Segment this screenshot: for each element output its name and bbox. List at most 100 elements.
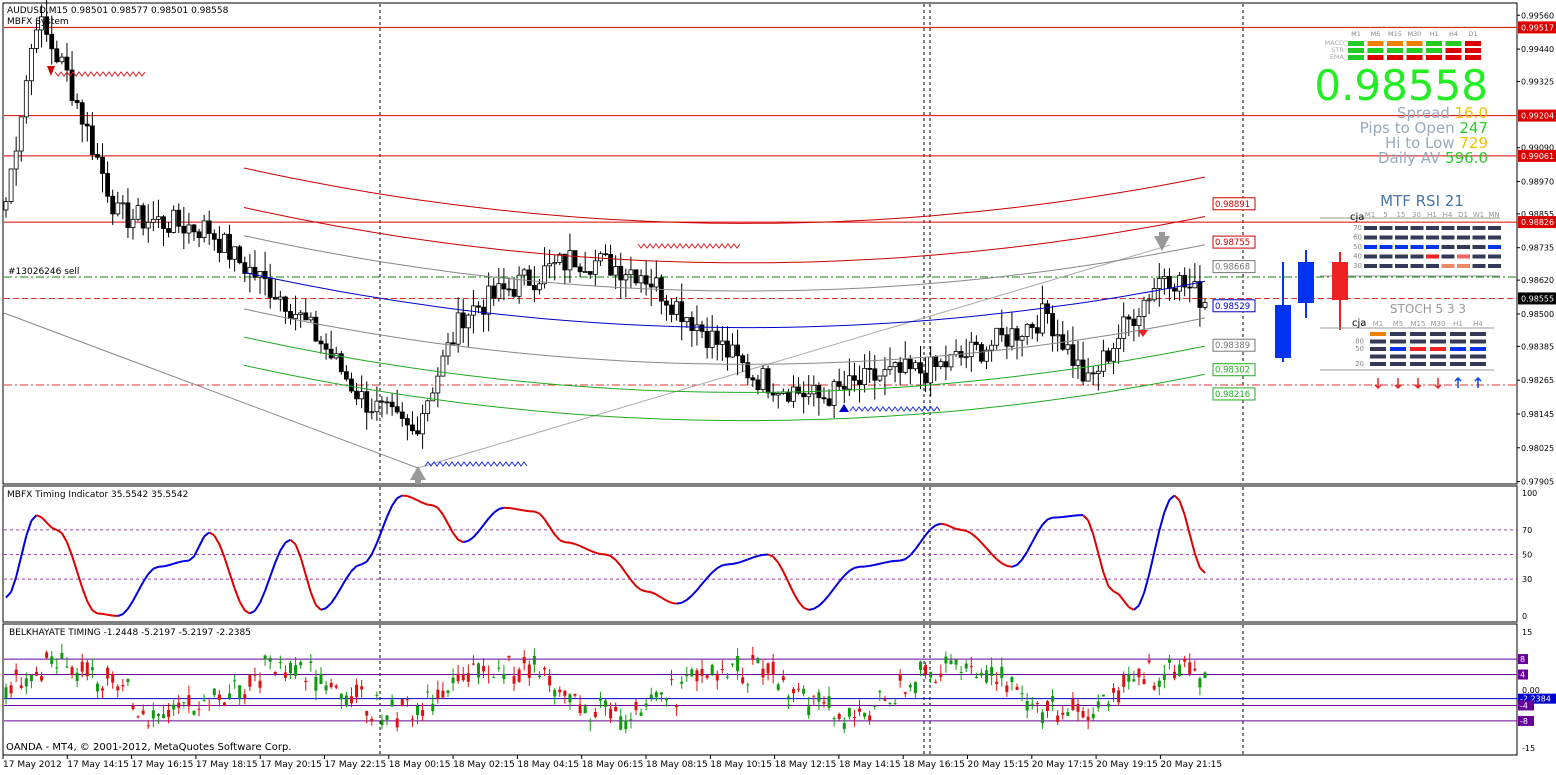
candle-body xyxy=(944,362,948,367)
candle-body xyxy=(913,363,917,369)
candle-body xyxy=(1035,328,1039,333)
trend-grid-timeframe: M15 xyxy=(1388,30,1402,38)
timing-line-segment xyxy=(890,561,895,562)
belkhayate-bar xyxy=(279,662,282,663)
timing-line-segment xyxy=(163,565,168,566)
belkhayate-bar xyxy=(101,688,104,690)
trend-grid-cell xyxy=(1407,41,1423,46)
time-axis-label: 17 May 14:15 xyxy=(67,760,129,770)
candle-body xyxy=(289,311,293,318)
belkhayate-bar xyxy=(680,682,683,684)
belkhayate-bar xyxy=(660,692,663,694)
candle-body xyxy=(192,225,196,232)
candle-body xyxy=(1020,336,1024,340)
belkhayate-bar xyxy=(985,670,988,682)
timing-axis-label: 0 xyxy=(1522,612,1527,621)
candle-body xyxy=(1086,373,1090,381)
stoch-cell xyxy=(1430,347,1446,351)
time-axis-label: 17 May 2012 xyxy=(3,760,62,770)
belkhayate-bar xyxy=(121,685,124,686)
belkhayate-bar xyxy=(513,676,516,684)
trend-grid-cell xyxy=(1446,48,1462,53)
belkhayate-bar xyxy=(1076,704,1079,712)
mtf-candle-body xyxy=(1332,262,1348,300)
candle-body xyxy=(1030,324,1034,327)
stoch-cell xyxy=(1390,332,1406,336)
band-price-label-text: 0.98529 xyxy=(1215,302,1250,312)
belkhayate-bar xyxy=(472,664,475,665)
belkhayate-bar xyxy=(396,718,399,727)
rsi-timeframe-label: D1 xyxy=(1458,211,1468,219)
belkhayate-bar xyxy=(955,660,958,665)
timing-line-segment xyxy=(758,555,763,556)
price-axis-label: 0.99325 xyxy=(1521,77,1554,86)
candle-body xyxy=(1162,276,1166,278)
stat-label: Daily AV xyxy=(1378,149,1445,167)
trend-grid-cell xyxy=(1407,48,1423,53)
timing-line-segment xyxy=(499,508,504,509)
timing-title: MBFX Timing Indicator 35.5542 35.5542 xyxy=(7,490,188,500)
belkhayate-bar xyxy=(96,684,99,692)
timing-line-segment xyxy=(509,508,514,509)
belkhayate-panel[interactable] xyxy=(3,624,1517,755)
belkhayate-bar xyxy=(812,696,815,697)
candle-body xyxy=(863,368,867,384)
belkhayate-bar xyxy=(614,707,617,711)
candle-body xyxy=(380,401,384,402)
rsi-cell xyxy=(1411,236,1424,240)
candle-body xyxy=(990,345,994,350)
candle-body xyxy=(537,284,541,290)
belkhayate-bar xyxy=(665,699,668,701)
belkhayate-bar xyxy=(25,678,28,686)
candle-body xyxy=(14,151,18,169)
belkhayate-bar xyxy=(274,672,277,674)
belkhayate-bar xyxy=(477,663,480,677)
belkhayate-bar xyxy=(15,670,18,676)
trend-grid-cell xyxy=(1348,41,1364,46)
trend-grid-timeframe: M5 xyxy=(1371,30,1381,38)
candle-body xyxy=(1091,373,1095,374)
timing-line-segment xyxy=(875,564,880,565)
timing-line-segment xyxy=(1007,566,1012,567)
belkhayate-bar xyxy=(1178,665,1181,676)
candle-body xyxy=(314,317,318,341)
candle-body xyxy=(197,232,201,238)
candle-body xyxy=(649,284,653,287)
timing-line-segment xyxy=(463,541,468,542)
stoch-cell xyxy=(1470,355,1486,359)
price-axis-label: 0.99560 xyxy=(1521,11,1554,20)
candle-body xyxy=(685,318,689,322)
trend-grid-cell xyxy=(1368,55,1384,60)
rsi-cell xyxy=(1395,245,1408,249)
time-axis-label: 18 May 06:15 xyxy=(582,760,644,770)
belkhayate-bar xyxy=(1117,690,1120,702)
time-axis-label: 18 May 14:15 xyxy=(839,760,901,770)
belkhayate-bar xyxy=(1016,687,1019,690)
candle-body xyxy=(1000,328,1004,335)
timing-line-segment xyxy=(646,591,651,592)
rsi-cell xyxy=(1364,255,1377,259)
belkhayate-bar xyxy=(467,673,470,682)
candle-body xyxy=(929,357,933,383)
candle-body xyxy=(1152,289,1156,300)
belkhayate-bar xyxy=(314,677,317,691)
belkhayate-bar xyxy=(86,662,89,676)
candle-body xyxy=(400,412,404,419)
rsi-cell xyxy=(1395,255,1408,259)
timing-axis-label: 100 xyxy=(1522,489,1537,498)
belkhayate-bar xyxy=(899,674,902,681)
belkhayate-bar xyxy=(822,702,825,704)
belkhayate-bar xyxy=(980,673,983,676)
candle-body xyxy=(126,203,130,228)
stoch-cell xyxy=(1410,362,1426,366)
candle-body xyxy=(121,203,125,204)
belkhayate-bar xyxy=(167,710,170,717)
candle-body xyxy=(619,266,623,280)
stoch-cell xyxy=(1430,332,1446,336)
candle-body xyxy=(156,217,160,220)
candle-body xyxy=(563,254,567,270)
belkhayate-bar xyxy=(1107,704,1110,707)
candle-body xyxy=(553,262,557,263)
order-label[interactable]: #13026246 sell xyxy=(8,267,79,277)
